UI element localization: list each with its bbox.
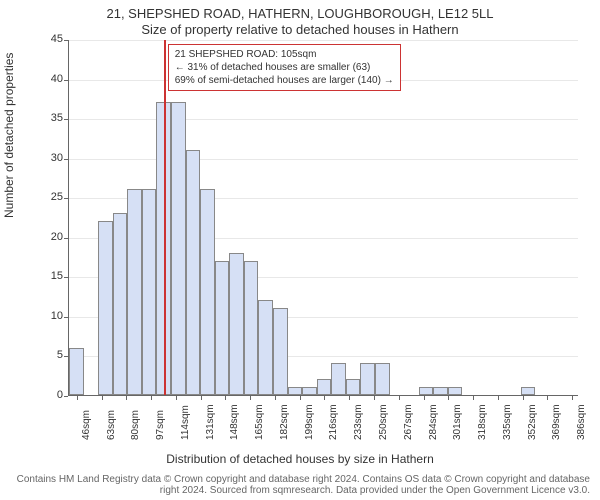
- x-tick-label: 182sqm: [279, 404, 290, 440]
- y-tick-label: 35: [33, 112, 63, 124]
- y-tick-label: 15: [33, 270, 63, 282]
- y-tick-label: 0: [33, 389, 63, 401]
- x-tick-label: 284sqm: [428, 404, 439, 440]
- y-tick-label: 40: [33, 73, 63, 85]
- histogram-bar: [360, 363, 375, 395]
- x-tick-label: 97sqm: [155, 410, 166, 440]
- y-tick-label: 25: [33, 191, 63, 203]
- x-tick-label: 46sqm: [81, 410, 92, 440]
- histogram-bar: [375, 363, 390, 395]
- histogram-bar: [113, 213, 128, 395]
- histogram-bar: [521, 387, 536, 395]
- x-tick-label: 386sqm: [576, 404, 587, 440]
- x-tick-label: 216sqm: [328, 404, 339, 440]
- x-tick-label: 250sqm: [378, 404, 389, 440]
- histogram-bar: [273, 308, 288, 395]
- x-tick-label: 369sqm: [551, 404, 562, 440]
- annotation-box: 21 SHEPSHED ROAD: 105sqm ← 31% of detach…: [168, 44, 401, 91]
- x-tick-label: 80sqm: [130, 410, 141, 440]
- y-tick-label: 30: [33, 152, 63, 164]
- histogram-bar: [171, 102, 186, 395]
- histogram-bar: [200, 189, 215, 395]
- histogram-bar: [142, 189, 157, 395]
- x-tick-label: 199sqm: [304, 404, 315, 440]
- y-tick-label: 45: [33, 33, 63, 45]
- histogram-bar: [229, 253, 244, 395]
- annotation-line1: 21 SHEPSHED ROAD: 105sqm: [175, 48, 394, 61]
- footer-attribution: Contains HM Land Registry data © Crown c…: [0, 474, 598, 496]
- x-tick-label: 301sqm: [452, 404, 463, 440]
- histogram-bar: [419, 387, 434, 395]
- x-tick-label: 318sqm: [477, 404, 488, 440]
- histogram-bar: [69, 348, 84, 395]
- histogram-bar: [433, 387, 448, 395]
- annotation-line3: 69% of semi-detached houses are larger (…: [175, 74, 394, 87]
- y-tick-label: 5: [33, 349, 63, 361]
- histogram-bar: [258, 300, 273, 395]
- histogram-bar: [346, 379, 361, 395]
- x-tick-label: 131sqm: [205, 404, 216, 440]
- histogram-bar: [331, 363, 346, 395]
- x-axis-label: Distribution of detached houses by size …: [0, 452, 600, 466]
- chart-title-desc: Size of property relative to detached ho…: [0, 22, 600, 37]
- x-tick-label: 267sqm: [403, 404, 414, 440]
- property-size-chart: 21, SHEPSHED ROAD, HATHERN, LOUGHBOROUGH…: [0, 0, 600, 500]
- histogram-bar: [448, 387, 463, 395]
- x-tick-label: 63sqm: [106, 410, 117, 440]
- histogram-bar: [127, 189, 142, 395]
- x-tick-label: 148sqm: [229, 404, 240, 440]
- y-tick-label: 10: [33, 310, 63, 322]
- histogram-bar: [186, 150, 201, 395]
- y-axis-label: Number of detached properties: [2, 53, 16, 218]
- y-tick-label: 20: [33, 231, 63, 243]
- chart-title-address: 21, SHEPSHED ROAD, HATHERN, LOUGHBOROUGH…: [0, 6, 600, 21]
- x-tick-label: 165sqm: [254, 404, 265, 440]
- x-tick-label: 233sqm: [353, 404, 364, 440]
- annotation-line2: ← 31% of detached houses are smaller (63…: [175, 61, 394, 74]
- x-tick-label: 352sqm: [527, 404, 538, 440]
- reference-line: [164, 40, 166, 395]
- plot-area: 21 SHEPSHED ROAD: 105sqm ← 31% of detach…: [68, 40, 578, 396]
- histogram-bar: [215, 261, 230, 395]
- x-tick-label: 114sqm: [180, 405, 191, 440]
- x-tick-label: 335sqm: [502, 404, 513, 440]
- histogram-bar: [288, 387, 303, 395]
- histogram-bar: [98, 221, 113, 395]
- histogram-bar: [317, 379, 332, 395]
- histogram-bar: [244, 261, 259, 395]
- histogram-bar: [302, 387, 317, 395]
